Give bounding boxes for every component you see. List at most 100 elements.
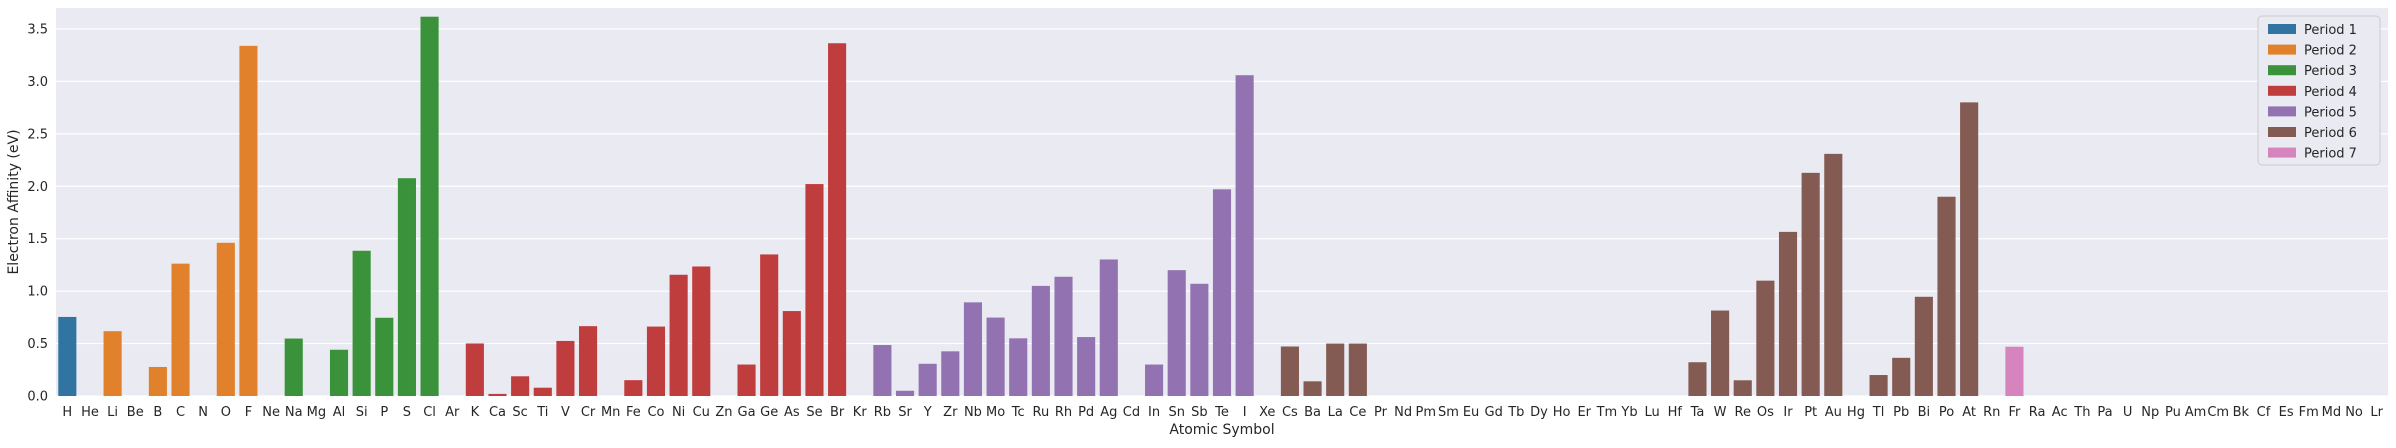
y-tick-label: 2.0 (27, 180, 48, 195)
y-axis-ticks: 0.0 0.5 1.0 1.5 2.0 2.5 3.0 3.5 (27, 22, 48, 404)
legend-label: Period 2 (2304, 44, 2357, 59)
x-tick-label: Ta (1690, 405, 1705, 420)
x-tick-label: Tb (1507, 405, 1524, 420)
x-tick-label: Zn (715, 405, 732, 420)
bar-i (1235, 75, 1254, 396)
bar-f (239, 45, 258, 397)
x-tick-label: Eu (1463, 405, 1479, 420)
y-tick-label: 0.5 (27, 337, 48, 352)
x-tick-label: Ce (1349, 405, 1366, 420)
bar-ca (488, 393, 507, 396)
bar-in (1145, 364, 1164, 396)
bar-os (1756, 280, 1775, 396)
bar-sb (1190, 283, 1209, 396)
x-tick-label: Cf (2257, 405, 2271, 420)
x-tick-label: Nd (1394, 405, 1412, 420)
x-tick-label: B (153, 405, 162, 420)
x-tick-label: Mo (986, 405, 1005, 420)
x-tick-label: Rn (1983, 405, 2000, 420)
bar-si (352, 250, 371, 396)
x-tick-label: C (176, 405, 185, 420)
x-tick-label: N (198, 405, 208, 420)
x-tick-label: Fe (626, 405, 641, 420)
x-tick-label: Hf (1668, 405, 1683, 420)
x-tick-label: Co (647, 405, 664, 420)
x-tick-label: Pd (1078, 405, 1094, 420)
x-tick-label: Ac (2052, 405, 2068, 420)
bar-o (216, 242, 235, 396)
x-tick-label: Cm (2207, 405, 2229, 420)
bar-p (375, 317, 394, 396)
x-tick-label: W (1714, 405, 1727, 420)
y-tick-label: 3.0 (27, 75, 48, 90)
bar-ag (1099, 259, 1118, 396)
bar-sn (1167, 270, 1186, 396)
x-tick-label: Ar (445, 405, 460, 420)
x-tick-label: Br (830, 405, 845, 420)
bar-at (1960, 102, 1979, 396)
x-tick-label: Sc (512, 405, 527, 420)
x-tick-label: Mn (601, 405, 620, 420)
bar-li (103, 331, 122, 396)
bar-au (1824, 153, 1843, 396)
x-tick-label: V (561, 405, 570, 420)
x-tick-label: Ca (489, 405, 506, 420)
x-tick-label: Ru (1033, 405, 1050, 420)
legend-swatch (2268, 85, 2296, 96)
x-tick-label: Hg (1847, 405, 1865, 420)
x-tick-label: Ir (1783, 405, 1793, 420)
x-tick-label: Ga (738, 405, 756, 420)
x-tick-label: Bk (2233, 405, 2250, 420)
x-tick-label: P (380, 405, 388, 420)
bar-al (329, 349, 349, 396)
x-tick-label: Te (1214, 405, 1229, 420)
bar-y (918, 363, 937, 396)
bar-c (171, 263, 190, 396)
bar-br (828, 43, 847, 397)
x-tick-label: I (1243, 405, 1247, 420)
bar-ru (1031, 285, 1050, 396)
y-tick-label: 1.0 (27, 285, 48, 300)
bar-cl (420, 16, 439, 396)
y-tick-label: 3.5 (27, 22, 48, 37)
bar-la (1326, 343, 1345, 396)
bar-ni (669, 274, 688, 396)
bar-ti (533, 387, 552, 396)
bar-ge (760, 254, 779, 396)
bar-nb (963, 302, 983, 396)
bar-fe (624, 380, 643, 396)
bar-tl (1869, 375, 1888, 396)
x-tick-label: Fr (2008, 405, 2021, 420)
y-tick-label: 1.5 (27, 232, 48, 247)
x-tick-label: Pm (1416, 405, 1437, 420)
x-tick-label: Pb (1893, 405, 1909, 420)
bar-k (465, 343, 484, 396)
legend-label: Period 4 (2304, 85, 2357, 100)
x-tick-label: Pr (1374, 405, 1388, 420)
bar-te (1212, 189, 1232, 396)
x-tick-label: Ne (262, 405, 280, 420)
x-tick-label: Y (923, 405, 932, 420)
legend-swatch (2268, 127, 2296, 137)
x-tick-label: Bi (1918, 405, 1931, 420)
bars (58, 16, 2024, 397)
x-tick-label: Li (107, 405, 118, 420)
x-tick-label: Sn (1168, 405, 1185, 420)
x-tick-label: Cd (1123, 405, 1140, 420)
bar-rb (873, 345, 892, 396)
legend-swatch (2268, 106, 2296, 117)
bar-cs (1280, 346, 1299, 396)
bar-po (1937, 196, 1956, 396)
x-tick-label: Ge (760, 405, 778, 420)
x-tick-label: Ag (1100, 405, 1117, 420)
x-tick-label: Cr (581, 405, 596, 420)
x-tick-label: Np (2141, 405, 2159, 420)
bar-cr (579, 326, 598, 396)
x-tick-label: Au (1825, 405, 1842, 420)
x-tick-label: Gd (1485, 405, 1503, 420)
x-tick-label: Kr (853, 405, 868, 420)
x-tick-label: O (221, 405, 231, 420)
x-tick-label: Pu (2165, 405, 2181, 420)
legend-label: Period 6 (2304, 126, 2357, 141)
